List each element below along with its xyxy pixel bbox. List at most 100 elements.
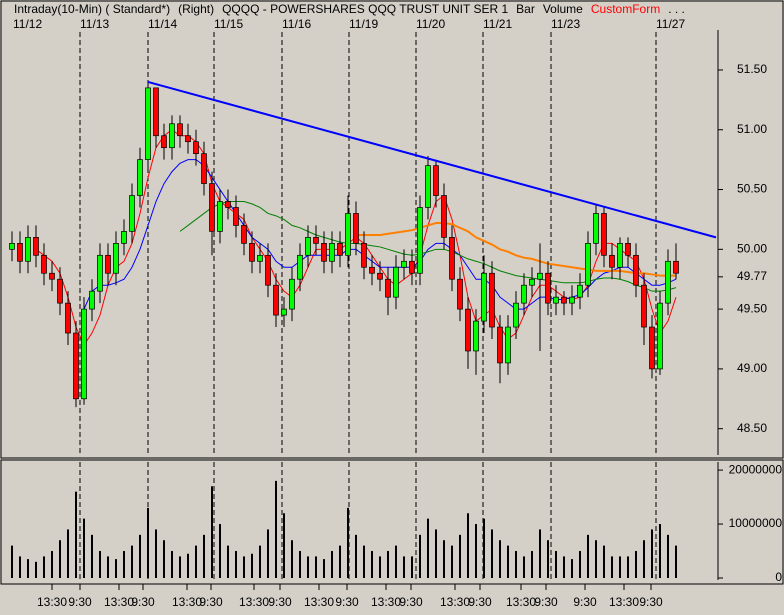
candle-body: [25, 237, 31, 262]
candle-body: [665, 260, 671, 304]
volume-bar: [419, 534, 421, 578]
candle-body: [465, 308, 471, 352]
candle-body: [289, 278, 295, 310]
candle-body: [273, 284, 279, 316]
volume-tick-label: 10000000: [729, 516, 783, 530]
volume-bar: [323, 559, 325, 578]
candle-body: [169, 123, 175, 149]
date-label: 11/14: [148, 17, 177, 31]
time-label: 13:30: [371, 595, 401, 609]
candle-body: [409, 260, 415, 274]
volume-bar: [675, 545, 677, 578]
candle-body: [177, 123, 183, 137]
volume-bar: [195, 545, 197, 578]
candle-body: [145, 87, 151, 160]
volume-bar: [371, 551, 373, 578]
candle-body: [497, 326, 503, 364]
time-label: 13:30: [506, 595, 536, 609]
candle-body: [489, 272, 495, 328]
candle-body: [121, 231, 127, 244]
volume-bar: [443, 540, 445, 578]
time-label: 9:30: [468, 595, 492, 609]
date-label: 11/20: [416, 17, 445, 31]
volume-bar: [619, 556, 621, 578]
candle-body: [217, 201, 223, 232]
volume-bar: [91, 534, 93, 578]
candle-body: [337, 242, 343, 256]
y-tick-label: 51.50: [737, 62, 767, 76]
volume-bar: [243, 556, 245, 578]
candle-body: [57, 278, 63, 304]
volume-bar: [571, 559, 573, 578]
time-label: 13:30: [304, 595, 334, 609]
candle-body: [377, 272, 383, 280]
volume-bar: [651, 529, 653, 578]
candle-body: [657, 302, 663, 370]
volume-bar: [539, 529, 541, 578]
volume-bar: [379, 556, 381, 578]
candle-body: [193, 141, 199, 155]
date-label: 11/12: [13, 17, 42, 31]
volume-bar: [123, 551, 125, 578]
candle-body: [345, 213, 351, 256]
time-label: 13:30: [37, 595, 67, 609]
candle-body: [17, 242, 23, 262]
date-label: 11/16: [282, 17, 311, 31]
candle-body: [601, 213, 607, 256]
volume-bar: [139, 534, 141, 578]
volume-bar: [51, 551, 53, 578]
time-label: 13:30: [440, 595, 470, 609]
volume-bar: [483, 518, 485, 578]
candle-body: [65, 302, 71, 334]
candle-body: [113, 242, 119, 274]
candle-body: [441, 195, 447, 238]
candle-body: [585, 242, 591, 286]
title-part: Bar: [516, 2, 535, 16]
volume-bar: [259, 545, 261, 578]
candle-body: [401, 260, 407, 268]
time-label: 9:30: [534, 595, 558, 609]
volume-bar: [179, 556, 181, 578]
candle-body: [473, 320, 479, 352]
candle-body: [569, 296, 575, 304]
candle-body: [505, 326, 511, 364]
candle-body: [329, 242, 335, 262]
volume-bar: [219, 524, 221, 578]
title-part: Volume: [543, 2, 583, 16]
title-part: (Right): [178, 2, 214, 16]
volume-bar: [27, 559, 29, 578]
volume-tick-label: 20000000: [729, 462, 783, 476]
candle-body: [33, 237, 39, 256]
y-tick-label: 49.77: [737, 269, 767, 283]
y-tick-label: 49.50: [737, 301, 767, 315]
candle-body: [393, 266, 399, 298]
candle-body: [97, 254, 103, 292]
y-tick-label: 49.00: [737, 361, 767, 375]
candle-body: [89, 290, 95, 310]
candle-body: [425, 165, 431, 208]
time-label: 9:30: [335, 595, 359, 609]
candle-body: [593, 213, 599, 244]
volume-bar: [435, 529, 437, 578]
volume-bar: [235, 551, 237, 578]
volume-bar: [427, 518, 429, 578]
volume-bar: [459, 534, 461, 578]
date-label: 11/23: [551, 17, 580, 31]
y-tick-label: 50.00: [737, 241, 767, 255]
volume-bar: [99, 551, 101, 578]
volume-bar: [411, 556, 413, 578]
volume-bar: [387, 551, 389, 578]
volume-bar: [547, 540, 549, 578]
volume-bar: [315, 556, 317, 578]
title-part: Intraday(10-Min) ( Standard*): [14, 2, 170, 16]
candle-body: [385, 278, 391, 298]
candle-body: [153, 87, 159, 137]
volume-bar: [251, 553, 253, 578]
time-label: 13:30: [239, 595, 269, 609]
moving-average: [179, 200, 677, 292]
title-part: . . .: [668, 2, 685, 16]
candle-body: [433, 165, 439, 196]
time-label: 9:30: [199, 595, 223, 609]
candle-body: [369, 266, 375, 274]
